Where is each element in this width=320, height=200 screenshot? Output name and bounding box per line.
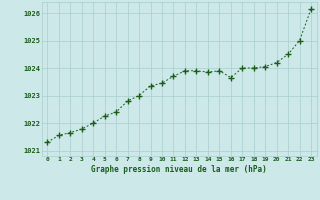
X-axis label: Graphe pression niveau de la mer (hPa): Graphe pression niveau de la mer (hPa) [91,165,267,174]
